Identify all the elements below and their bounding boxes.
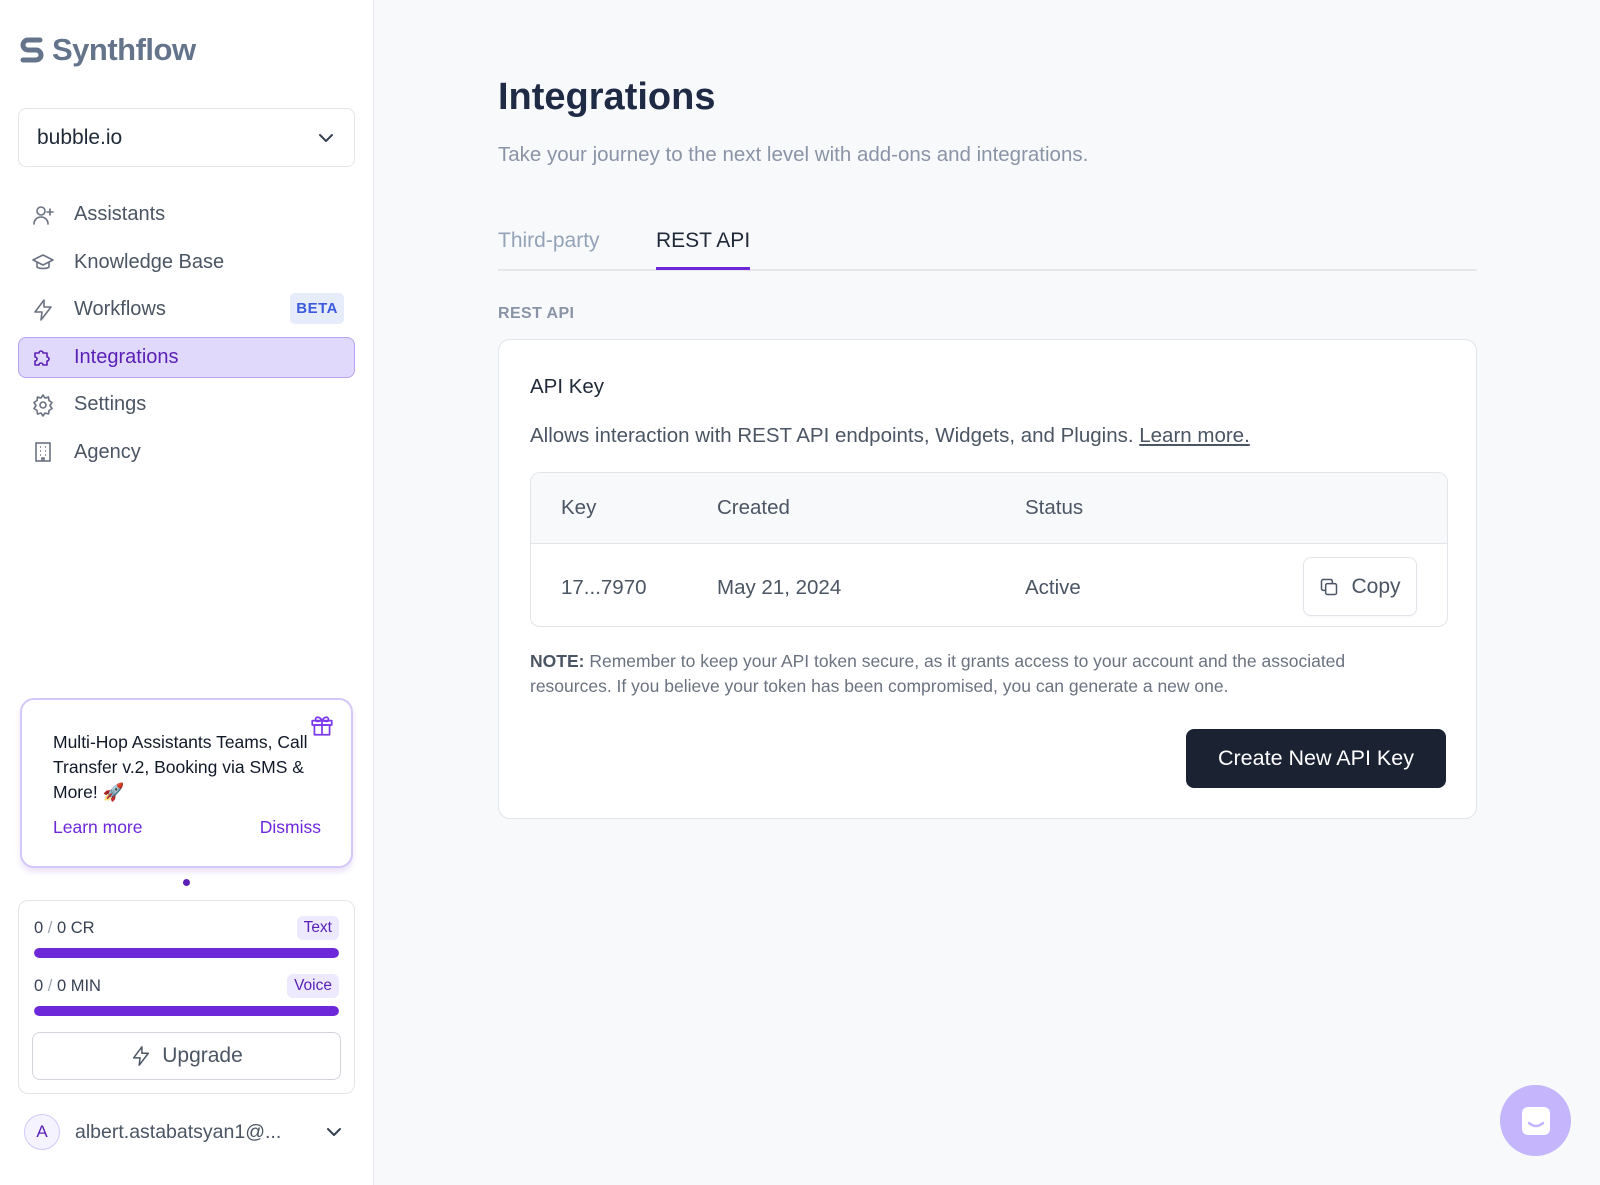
tab-third-party[interactable]: Third-party [498,229,600,252]
voice-minutes-row: 0 / 0 MIN Voice [34,973,339,999]
voice-minutes-bar [34,1006,339,1016]
graduation-cap-icon [31,250,55,274]
chevron-down-icon [319,133,333,142]
create-api-key-label: Create New API Key [1218,746,1414,770]
puzzle-icon [31,345,55,369]
api-key-created: May 21, 2024 [717,576,842,599]
sidebar-item-label: Agency [74,440,141,463]
text-credits-bar-fill [34,948,339,958]
note-text: Remember to keep your API token secure, … [530,651,1346,696]
promo-learn-more-link[interactable]: Learn more [53,817,143,837]
column-header-key: Key [561,496,597,519]
usage-card: 0 / 0 CR Text 0 / 0 MIN Voice Upgrade [18,900,355,1094]
building-icon [31,440,55,464]
brand-name: Synthflow [52,32,196,67]
sidebar-item-agency[interactable]: Agency [18,432,355,473]
security-note: NOTE: Remember to keep your API token se… [530,649,1430,699]
lightning-icon [31,298,55,322]
api-keys-table: Key Created Status 17...7970 May 21, 202… [530,472,1448,627]
text-credits-row: 0 / 0 CR Text [34,915,339,941]
card-title: API Key [530,375,605,398]
text-tag: Text [296,916,339,940]
carousel-dot[interactable] [183,879,190,886]
voice-minutes-total: 0 MIN [56,976,101,995]
column-header-created: Created [717,496,790,519]
promo-text: Multi-Hop Assistants Teams, Call Transfe… [53,732,308,802]
sidebar: Synthflow bubble.io Assistants Knowledge… [0,0,374,1185]
copy-button[interactable]: Copy [1303,557,1417,616]
copy-label: Copy [1351,574,1401,598]
sidebar-item-label: Assistants [74,203,166,225]
promo-dismiss-link[interactable]: Dismiss [259,817,321,837]
chevron-down-icon [327,1128,341,1136]
sidebar-item-integrations[interactable]: Integrations [18,336,355,378]
sidebar-item-label: Workflows [74,298,166,320]
lightning-icon [133,1046,150,1066]
user-plus-icon [31,203,55,227]
chat-launcher-button[interactable] [1500,1085,1571,1156]
sidebar-item-label: Knowledge Base [74,250,225,273]
upgrade-button[interactable]: Upgrade [32,1032,341,1080]
text-credits-used: 0 [34,918,44,937]
text-credits-bar [34,948,339,958]
user-menu[interactable]: A albert.astabatsyan1@... [24,1112,354,1152]
column-header-status: Status [1025,496,1084,519]
table-header: Key Created Status [531,473,1447,544]
promo-card: Multi-Hop Assistants Teams, Call Transfe… [20,698,353,868]
logo[interactable]: Synthflow [18,32,196,68]
api-key-value: 17...7970 [561,576,647,599]
note-label: NOTE: [530,651,585,671]
voice-minutes-bar-fill [34,1006,339,1016]
slash: / [47,918,53,937]
sidebar-item-settings[interactable]: Settings [18,384,355,425]
beta-badge: BETA [290,293,344,324]
gift-icon [311,716,333,736]
tab-bar: Third-party REST API [498,225,1477,271]
section-label: REST API [498,305,575,322]
synthflow-logo-icon [20,37,44,63]
workspace-name: bubble.io [37,125,123,149]
page-subtitle: Take your journey to the next level with… [498,143,1089,166]
text-credits-label: 0 / 0 CR [34,919,95,938]
copy-icon [1321,578,1338,595]
upgrade-label: Upgrade [162,1044,243,1067]
voice-tag: Voice [287,974,339,998]
tab-rest-api[interactable]: REST API [656,229,751,270]
create-api-key-button[interactable]: Create New API Key [1186,729,1446,788]
api-key-card: API Key Allows interaction with REST API… [498,339,1477,819]
user-email: albert.astabatsyan1@... [75,1120,282,1143]
api-key-status: Active [1025,576,1081,599]
voice-minutes-used: 0 [34,976,44,995]
sidebar-item-knowledge-base[interactable]: Knowledge Base [18,242,355,283]
voice-minutes-label: 0 / 0 MIN [34,977,101,996]
sidebar-item-label: Integrations [74,345,179,368]
learn-more-link[interactable]: Learn more. [1139,424,1250,447]
card-description: Allows interaction with REST API endpoin… [530,424,1250,448]
text-credits-total: 0 CR [56,918,95,937]
chat-icon [1521,1106,1550,1135]
sidebar-nav: Assistants Knowledge Base Workflows BETA… [18,194,355,479]
workspace-selector[interactable]: bubble.io [18,108,355,167]
sidebar-item-label: Settings [74,393,147,415]
gear-icon [31,393,55,417]
sidebar-item-workflows[interactable]: Workflows BETA [18,289,355,330]
avatar: A [24,1114,60,1150]
slash: / [47,976,53,995]
page-title: Integrations [498,76,716,118]
sidebar-item-assistants[interactable]: Assistants [18,194,355,235]
card-description-text: Allows interaction with REST API endpoin… [530,424,1134,447]
